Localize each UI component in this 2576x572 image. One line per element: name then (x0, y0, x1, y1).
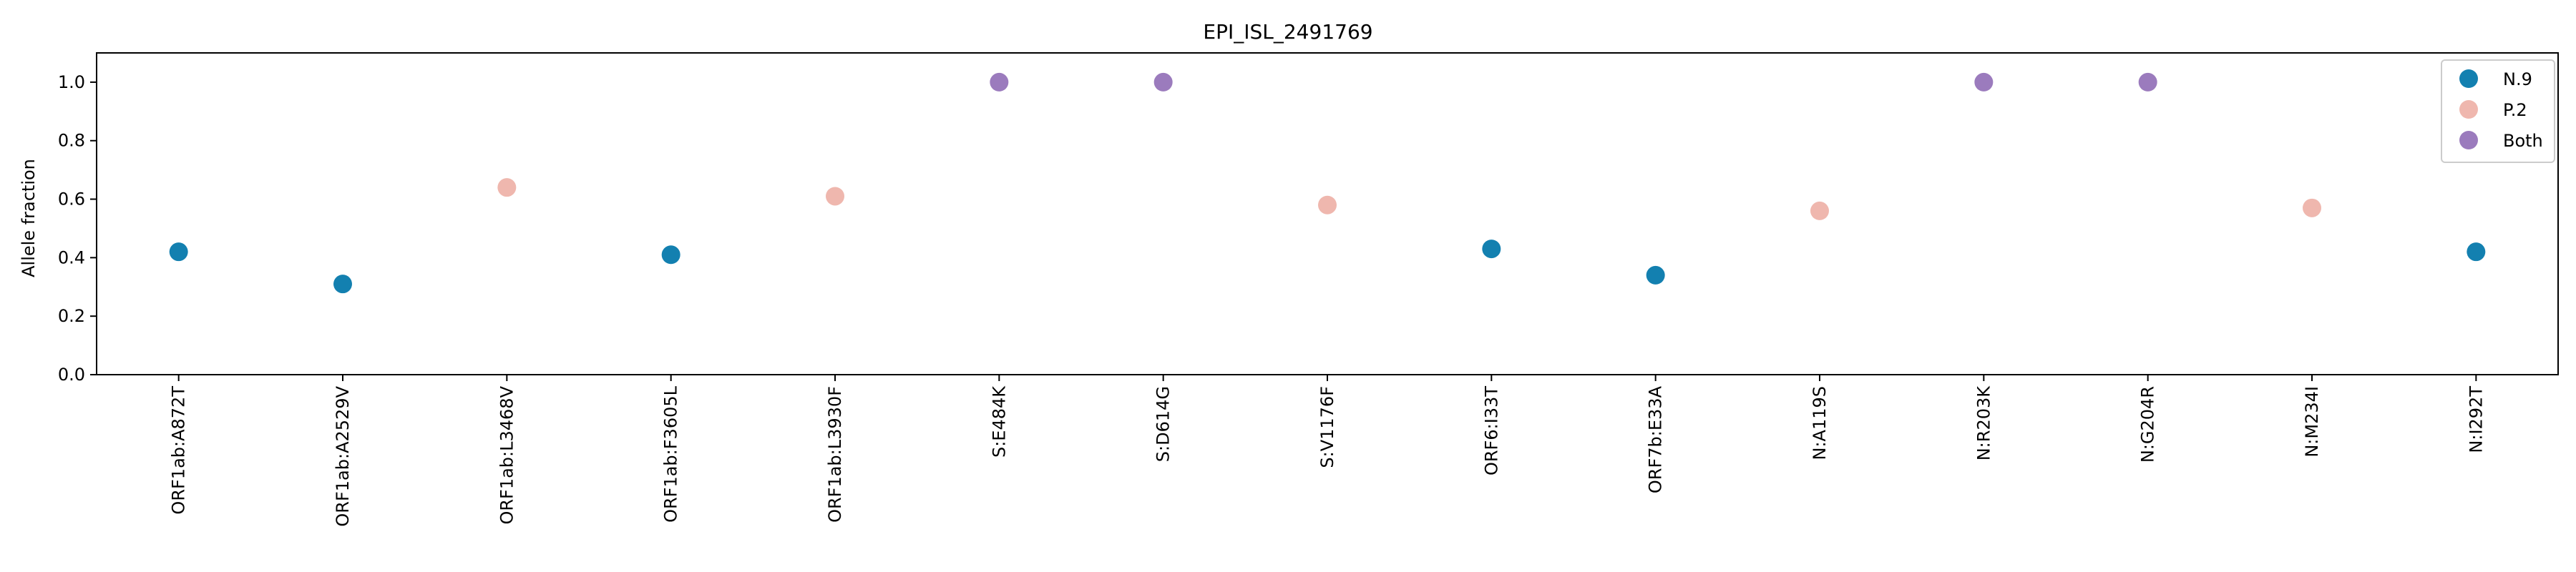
legend-label: P.2 (2503, 100, 2527, 120)
x-tick-label: N:R203K (1974, 385, 1994, 461)
x-tick-label: ORF7b:E33A (1646, 385, 1666, 493)
data-point-p-2 (1318, 195, 1337, 214)
x-tick-label: S:E484K (989, 385, 1009, 458)
data-point-p-2 (2303, 198, 2321, 217)
y-tick-label: 0.2 (58, 306, 85, 326)
x-tick-label: ORF1ab:L3468V (497, 385, 517, 524)
x-tick-label: S:V1176F (1317, 386, 1337, 468)
data-point-n-9 (2467, 242, 2486, 262)
x-tick-label: ORF1ab:A2529V (333, 385, 353, 526)
y-axis-label: Allele fraction (19, 159, 39, 277)
x-tick-label: ORF1ab:F3605L (661, 385, 681, 523)
data-point-p-2 (1810, 201, 1829, 220)
data-point-n-9 (1646, 265, 1665, 285)
x-axis: ORF1ab:A872T ORF1ab:A2529V ORF1ab:L3468V OR… (169, 375, 2486, 527)
y-tick-label: 0.4 (58, 247, 85, 267)
plot-points (169, 72, 2486, 294)
y-tick-label: 1.0 (58, 72, 85, 92)
legend-label: Both (2503, 131, 2543, 151)
x-tick-label: N:A119S (1810, 386, 1830, 460)
x-tick-label: N:G204R (2138, 386, 2158, 463)
y-tick-label: 0.0 (58, 365, 85, 385)
y-axis: 0.0 0.2 0.4 0.6 0.8 1.0 (58, 72, 97, 385)
legend: N.9 P.2 Both (2441, 59, 2555, 163)
data-point-both (990, 72, 1009, 92)
data-point-n-9 (1482, 240, 1501, 259)
data-point-p-2 (497, 178, 517, 197)
data-point-p-2 (826, 187, 844, 206)
y-tick-label: 0.6 (58, 189, 85, 209)
data-point-both (1974, 72, 1994, 92)
data-point-both (1153, 72, 1173, 92)
y-tick-label: 0.8 (58, 131, 85, 151)
data-point-n-9 (333, 275, 352, 294)
legend-marker (2459, 69, 2478, 88)
legend-label: N.9 (2503, 69, 2532, 89)
x-tick-label: N:I292T (2466, 386, 2486, 453)
legend-marker (2459, 100, 2478, 119)
x-tick-label: ORF1ab:A872T (169, 386, 189, 515)
plot-area-frame (96, 52, 2559, 375)
data-point-n-9 (661, 245, 680, 265)
x-tick-label: S:D614G (1153, 386, 1174, 462)
data-point-n-9 (169, 242, 188, 262)
chart-title: EPI_ISL_2491769 (1203, 20, 1372, 44)
data-point-both (2138, 72, 2157, 92)
x-tick-label: N:M234I (2302, 386, 2322, 458)
x-tick-label: ORF1ab:L3930F (825, 386, 845, 523)
x-tick-label: ORF6:I33T (1481, 386, 1501, 475)
legend-marker (2459, 131, 2478, 149)
